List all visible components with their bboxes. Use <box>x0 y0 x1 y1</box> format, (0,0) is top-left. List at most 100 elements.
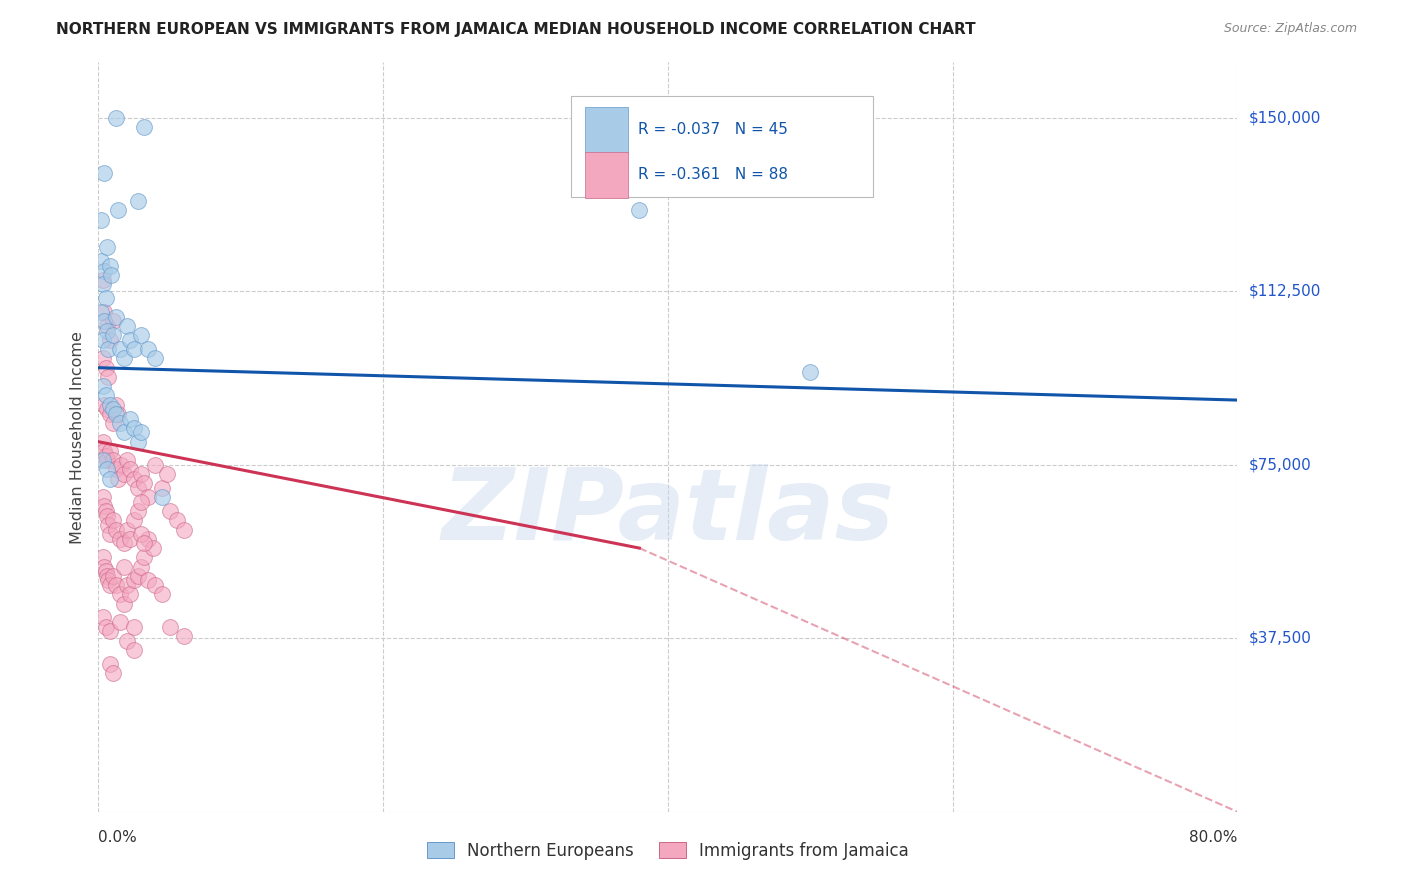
Point <box>129 559 152 574</box>
Point <box>112 467 135 481</box>
FancyBboxPatch shape <box>571 96 873 197</box>
Point <box>129 527 152 541</box>
Point <box>98 398 121 412</box>
Point <box>129 425 152 440</box>
Point <box>101 665 124 680</box>
FancyBboxPatch shape <box>585 107 628 153</box>
Point <box>93 314 115 328</box>
Point <box>118 462 141 476</box>
Point <box>132 120 155 135</box>
Point <box>115 523 138 537</box>
Point <box>98 657 121 671</box>
Point <box>97 574 120 588</box>
Point <box>96 453 118 467</box>
Point <box>101 416 124 430</box>
Point <box>96 462 118 476</box>
Point <box>136 342 159 356</box>
Point <box>98 527 121 541</box>
Legend: Northern Europeans, Immigrants from Jamaica: Northern Europeans, Immigrants from Jama… <box>427 841 908 860</box>
Point <box>91 610 114 624</box>
Point <box>110 458 132 472</box>
Point <box>127 504 149 518</box>
Y-axis label: Median Household Income: Median Household Income <box>70 331 86 543</box>
Point <box>104 398 127 412</box>
Point <box>104 462 127 476</box>
Point <box>141 541 163 555</box>
Point <box>118 532 141 546</box>
Point <box>108 342 131 356</box>
Point <box>94 360 117 375</box>
Text: R = -0.037   N = 45: R = -0.037 N = 45 <box>638 122 789 137</box>
Point <box>173 629 195 643</box>
Text: Source: ZipAtlas.com: Source: ZipAtlas.com <box>1223 22 1357 36</box>
Point <box>127 569 149 583</box>
Text: 80.0%: 80.0% <box>1189 830 1237 846</box>
Point <box>132 536 155 550</box>
Point <box>93 263 115 277</box>
Point <box>93 559 115 574</box>
Point <box>91 277 114 292</box>
Point <box>91 333 114 347</box>
Text: $150,000: $150,000 <box>1249 111 1320 126</box>
Point <box>118 587 141 601</box>
Point <box>115 633 138 648</box>
Point <box>122 620 145 634</box>
Point <box>90 254 112 268</box>
Point <box>91 273 114 287</box>
Point <box>156 467 179 481</box>
Point <box>122 513 145 527</box>
Point <box>145 458 167 472</box>
Point <box>115 319 138 334</box>
Point <box>118 411 141 425</box>
Point <box>112 425 135 440</box>
Point <box>94 504 117 518</box>
Point <box>98 444 121 458</box>
Point <box>127 434 149 449</box>
Point <box>108 416 131 430</box>
Text: 0.0%: 0.0% <box>98 830 138 846</box>
Point <box>98 578 121 592</box>
Text: ZIPatlas: ZIPatlas <box>441 464 894 560</box>
Point <box>159 504 181 518</box>
Point <box>145 351 167 366</box>
Text: $37,500: $37,500 <box>1249 631 1312 646</box>
Point <box>104 407 127 421</box>
Point <box>799 365 821 379</box>
Point <box>115 578 138 592</box>
Point <box>107 203 129 218</box>
Point <box>112 351 135 366</box>
Point <box>104 310 127 324</box>
Point <box>93 166 115 180</box>
Point <box>91 550 114 565</box>
Point <box>132 550 155 565</box>
Point <box>136 490 159 504</box>
FancyBboxPatch shape <box>585 152 628 198</box>
Point <box>98 259 121 273</box>
Point <box>152 490 174 504</box>
Point <box>108 587 131 601</box>
Point <box>100 268 122 283</box>
Point <box>152 587 174 601</box>
Point <box>166 513 188 527</box>
Point <box>96 319 118 334</box>
Point <box>122 421 145 435</box>
Point <box>122 342 145 356</box>
Point <box>112 559 135 574</box>
Point <box>127 481 149 495</box>
Point <box>122 574 145 588</box>
Point <box>122 643 145 657</box>
Point <box>96 240 118 254</box>
Point <box>96 508 118 523</box>
Text: $112,500: $112,500 <box>1249 284 1320 299</box>
Point <box>96 324 118 338</box>
Point <box>97 342 120 356</box>
Point <box>159 620 181 634</box>
Point <box>101 453 124 467</box>
Point <box>108 615 131 629</box>
Point <box>94 449 117 463</box>
Point <box>101 569 124 583</box>
Point <box>91 490 114 504</box>
Point <box>97 370 120 384</box>
Point <box>112 536 135 550</box>
Point <box>98 624 121 639</box>
